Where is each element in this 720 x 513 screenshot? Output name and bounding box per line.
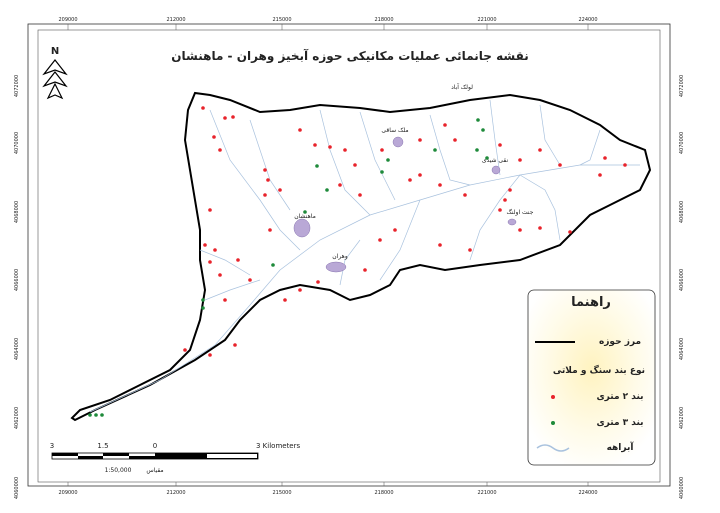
- x-coordinate-label: 212000: [166, 17, 185, 23]
- legend-dam-2m-symbol: [551, 395, 555, 399]
- scale-ratio: 1:50,000: [105, 467, 132, 474]
- x-coordinate-label: 209000: [58, 490, 77, 496]
- y-coordinate-label: 4066000: [679, 269, 685, 291]
- streams: [89, 99, 640, 413]
- coordinate-labels: 209000 212000 215000 218000 221000 224000 2090…: [14, 17, 685, 499]
- x-coordinate-label: 218000: [374, 490, 393, 496]
- outer-frame: [27, 23, 671, 487]
- x-coordinate-label: 209000: [58, 17, 77, 23]
- scale-label: 1.5: [97, 442, 108, 450]
- x-coordinate-label: 221000: [477, 17, 496, 23]
- y-coordinate-label: 4070000: [14, 132, 20, 154]
- legend-box: [527, 289, 656, 466]
- legend-label: نوع بند سنگ و ملاتی: [553, 364, 645, 376]
- y-coordinate-label: 4070000: [679, 132, 685, 154]
- place-label: ملک ساقی: [381, 127, 408, 134]
- dams-3m: [88, 118, 489, 417]
- place-label: ماهنشان: [294, 213, 316, 220]
- x-coordinate-label: 224000: [578, 17, 597, 23]
- y-coordinate-label: 4062000: [14, 407, 20, 429]
- legend-title: راهنما: [571, 295, 611, 310]
- north-arrow: N: [42, 46, 68, 100]
- y-coordinate-label: 4068000: [679, 201, 685, 223]
- north-label: N: [51, 46, 59, 57]
- place-label: جنت اولنگ: [507, 208, 534, 216]
- x-coordinate-label: 212000: [166, 490, 185, 496]
- dams-2m: [183, 106, 627, 357]
- place-label: لولک آباد: [451, 82, 473, 91]
- y-coordinate-label: 4060000: [679, 477, 685, 499]
- y-coordinate-label: 4066000: [14, 269, 20, 291]
- neatline: [37, 29, 661, 483]
- scale-label: 3 Kilometers: [256, 442, 300, 450]
- y-coordinate-label: 4062000: [679, 407, 685, 429]
- legend-label: بند ۳ متری: [596, 418, 643, 428]
- legend-label: مرز حوزه: [599, 337, 641, 347]
- x-coordinate-label: 215000: [272, 17, 291, 23]
- x-coordinate-label: 215000: [272, 490, 291, 496]
- place-labels: لولک آباد ملک ساقی نقی شیدی ماهنشان وهرا…: [294, 82, 534, 260]
- basin-boundary: [70, 91, 652, 422]
- legend-dam-3m-symbol: [551, 421, 555, 425]
- scale-label: 0: [153, 442, 157, 450]
- legend-label: بند ۲ متری: [596, 392, 643, 402]
- y-coordinate-label: 4064000: [679, 338, 685, 360]
- scale-bar: 3 1.5 0 3 Kilometers 1:50,000 مقیاس: [50, 442, 301, 474]
- place-label: وهران: [332, 253, 348, 260]
- x-coordinate-label: 221000: [477, 490, 496, 496]
- legend-stream-symbol: [536, 444, 570, 452]
- y-coordinate-label: 4064000: [14, 338, 20, 360]
- legend: راهنما مرز حوزه نوع بند سنگ و ملاتی بند …: [527, 289, 656, 466]
- map-title: نقشه جانمائی عملیات مکانیکی حوزه آبخیز و…: [171, 48, 528, 64]
- legend-label: آبراهه: [607, 441, 635, 453]
- y-coordinate-label: 4060000: [14, 477, 20, 499]
- y-coordinate-label: 4072000: [14, 75, 20, 97]
- north-symbol: [42, 59, 68, 100]
- x-coordinate-label: 224000: [578, 490, 597, 496]
- place-label: نقی شیدی: [482, 157, 509, 164]
- scale-label: 3: [50, 442, 54, 450]
- y-coordinate-label: 4072000: [679, 75, 685, 97]
- scale-caption: مقیاس: [146, 467, 163, 474]
- y-coordinate-label: 4068000: [14, 201, 20, 223]
- villages: [293, 136, 517, 273]
- x-coordinate-label: 218000: [374, 17, 393, 23]
